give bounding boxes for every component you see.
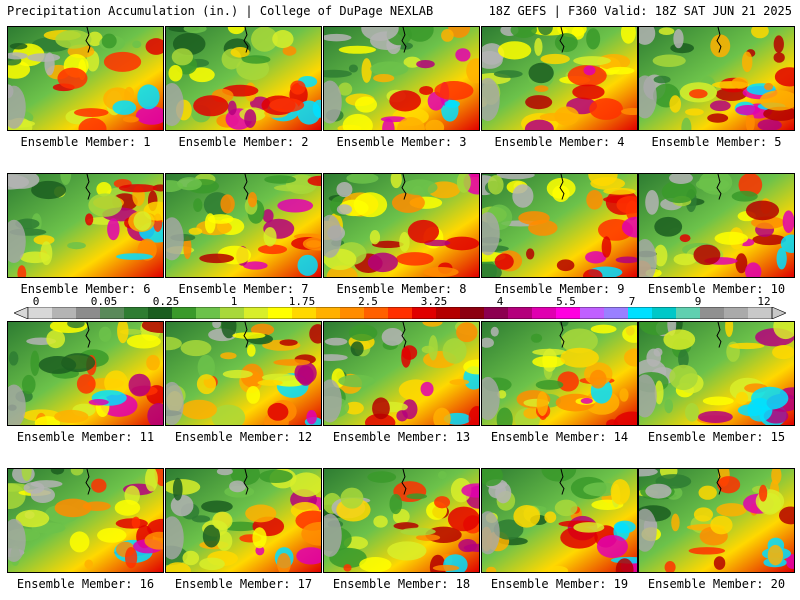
ensemble-member-label: Ensemble Member: 20 [647, 577, 786, 591]
color-scale-swatch [364, 307, 389, 319]
color-scale-swatch [604, 307, 629, 319]
ensemble-member-map [323, 173, 480, 278]
run-valid-time: 18Z GEFS | F360 Valid: 18Z SAT JUN 21 20… [488, 4, 792, 18]
ensemble-member-map [7, 26, 164, 131]
ensemble-member-label: Ensemble Member: 3 [336, 135, 467, 149]
color-scale-tick-label: 4 [496, 295, 504, 308]
ensemble-member-map [481, 26, 638, 131]
color-scale-swatch [700, 307, 725, 319]
ensemble-member-label: Ensemble Member: 11 [16, 430, 155, 444]
color-scale-swatch [196, 307, 221, 319]
map-title: Precipitation Accumulation (in.) | Colle… [7, 4, 434, 18]
color-scale-swatch [388, 307, 413, 319]
color-scale-swatch [676, 307, 701, 319]
ensemble-member-label: Ensemble Member: 18 [332, 577, 471, 591]
color-scale-swatch [652, 307, 677, 319]
color-scale-max-arrow [771, 307, 786, 319]
ensemble-member-label: Ensemble Member: 2 [178, 135, 309, 149]
color-scale-swatch [76, 307, 101, 319]
color-scale-swatch [124, 307, 149, 319]
color-scale-swatch [460, 307, 485, 319]
ensemble-member-label: Ensemble Member: 6 [20, 282, 151, 296]
color-scale-tick-label: 2.5 [358, 295, 378, 308]
ensemble-member-map [638, 173, 795, 278]
color-scale-tick-label: 7 [628, 295, 636, 308]
color-scale-swatch [244, 307, 269, 319]
color-scale-min-arrow [14, 307, 29, 319]
ensemble-member-label: Ensemble Member: 9 [494, 282, 625, 296]
ensemble-member-map [323, 321, 480, 426]
color-scale-swatch [268, 307, 293, 319]
color-scale-swatch [580, 307, 605, 319]
ensemble-member-map [323, 468, 480, 573]
color-scale-swatch [556, 307, 581, 319]
ensemble-member-map [638, 468, 795, 573]
ensemble-member-map [638, 26, 795, 131]
ensemble-member-map [481, 468, 638, 573]
ensemble-member-label: Ensemble Member: 13 [332, 430, 471, 444]
ensemble-member-label: Ensemble Member: 5 [651, 135, 782, 149]
color-scale-tick-label: 5.5 [556, 295, 576, 308]
color-scale-tick-label: 12 [757, 295, 771, 308]
ensemble-member-label: Ensemble Member: 1 [20, 135, 151, 149]
precipitation-color-scale [14, 307, 786, 319]
ensemble-member-map [7, 173, 164, 278]
ensemble-member-label: Ensemble Member: 12 [174, 430, 313, 444]
ensemble-member-label: Ensemble Member: 4 [494, 135, 625, 149]
ensemble-member-map [165, 173, 322, 278]
ensemble-member-label: Ensemble Member: 14 [490, 430, 629, 444]
ensemble-member-label: Ensemble Member: 19 [490, 577, 629, 591]
ensemble-member-map [7, 321, 164, 426]
ensemble-member-label: Ensemble Member: 7 [178, 282, 309, 296]
color-scale-swatch [748, 307, 773, 319]
color-scale-swatch [484, 307, 509, 319]
color-scale-swatch [436, 307, 461, 319]
color-scale-tick-label: 0 [32, 295, 40, 308]
color-scale-tick-label: 0.25 [152, 295, 180, 308]
color-scale-swatch [412, 307, 437, 319]
ensemble-member-map [7, 468, 164, 573]
color-scale-swatch [172, 307, 197, 319]
color-scale-swatch [316, 307, 341, 319]
color-scale-swatch [532, 307, 557, 319]
ensemble-member-label: Ensemble Member: 8 [336, 282, 467, 296]
color-scale-swatch [52, 307, 77, 319]
color-scale-swatch [100, 307, 125, 319]
ensemble-member-label: Ensemble Member: 10 [647, 282, 786, 296]
color-scale-swatch [724, 307, 749, 319]
color-scale-swatch [292, 307, 317, 319]
color-scale-swatch [508, 307, 533, 319]
ensemble-member-map [165, 26, 322, 131]
color-scale-swatch [148, 307, 173, 319]
ensemble-member-map [165, 468, 322, 573]
color-scale-tick-label: 3.25 [420, 295, 448, 308]
color-scale-tick-label: 0.05 [90, 295, 118, 308]
ensemble-member-map [638, 321, 795, 426]
ensemble-member-label: Ensemble Member: 15 [647, 430, 786, 444]
color-scale-tick-label: 1 [230, 295, 238, 308]
ensemble-member-map [481, 173, 638, 278]
color-scale-tick-label: 1.75 [288, 295, 316, 308]
color-scale-swatch [28, 307, 53, 319]
color-scale-swatch [220, 307, 245, 319]
color-scale-tick-label: 9 [694, 295, 702, 308]
ensemble-member-label: Ensemble Member: 17 [174, 577, 313, 591]
ensemble-member-map [481, 321, 638, 426]
color-scale-swatch [340, 307, 365, 319]
color-scale-swatch [628, 307, 653, 319]
ensemble-member-label: Ensemble Member: 16 [16, 577, 155, 591]
ensemble-member-map [165, 321, 322, 426]
ensemble-member-map [323, 26, 480, 131]
